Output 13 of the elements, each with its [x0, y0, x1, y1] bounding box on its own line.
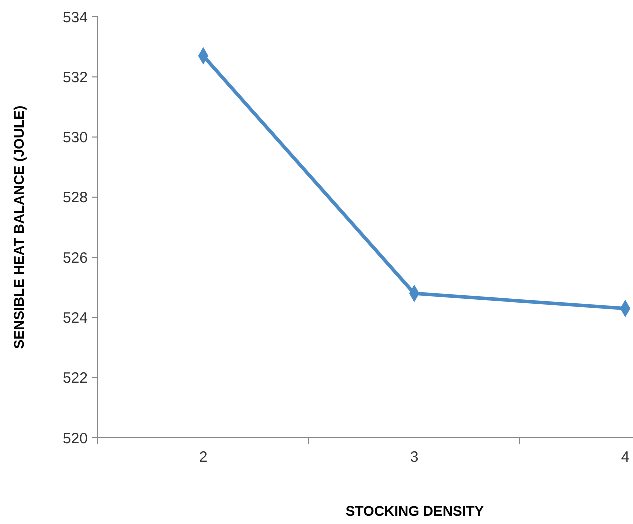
y-tick-label: 528 [62, 190, 88, 207]
y-tick-label: 522 [62, 370, 88, 388]
y-tick-label: 526 [62, 250, 88, 267]
y-tick-label: 524 [62, 310, 88, 327]
y-tick-label: 534 [62, 9, 88, 26]
y-tick-label: 520 [62, 430, 88, 448]
y-axis-title: SENSIBLE HEAT BALANCE (JOULE) [11, 106, 27, 350]
y-tick-label: 532 [62, 69, 88, 86]
x-tick-label: 3 [410, 449, 419, 466]
x-tick-label: 2 [199, 449, 208, 466]
x-axis-title: STOCKING DENSITY [346, 503, 485, 519]
x-tick-label: 4 [621, 449, 630, 466]
y-tick-label: 530 [62, 130, 88, 147]
